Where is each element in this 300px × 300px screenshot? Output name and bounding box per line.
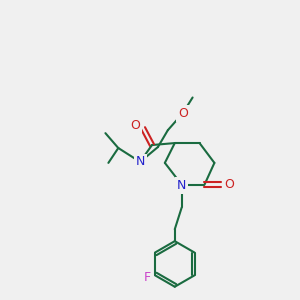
Text: N: N	[135, 155, 145, 168]
Text: O: O	[178, 107, 188, 120]
Text: O: O	[224, 178, 234, 191]
Text: O: O	[130, 119, 140, 132]
Text: N: N	[177, 179, 186, 192]
Text: F: F	[143, 271, 151, 284]
